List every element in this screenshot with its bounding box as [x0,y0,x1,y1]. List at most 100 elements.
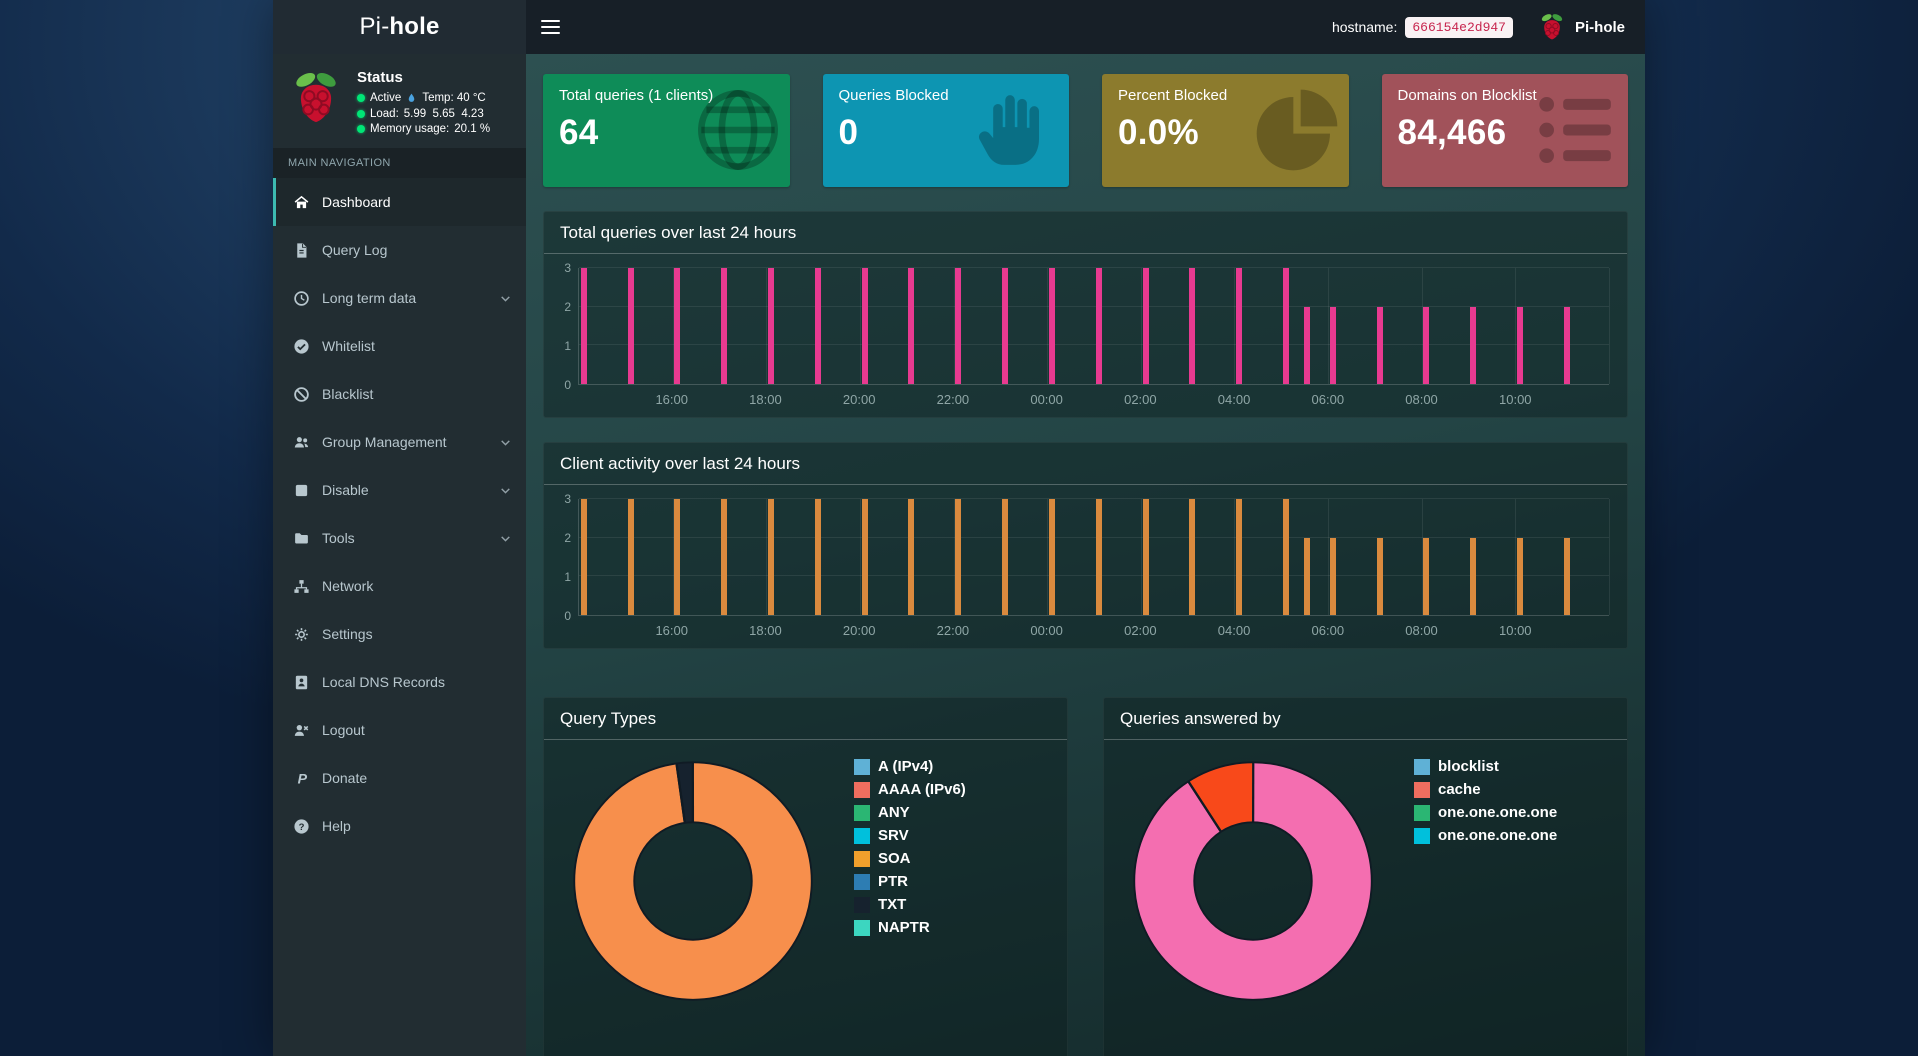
grid-line [1421,268,1423,384]
legend-item-cache[interactable]: cache [1414,781,1557,798]
legend-item-txt[interactable]: TXT [854,896,966,913]
legend-swatch [1414,827,1430,844]
nav-item-label: Whitelist [322,338,375,354]
sidebar-item-dashboard[interactable]: Dashboard [273,178,526,226]
legend-item-aaaa-ipv6[interactable]: AAAA (IPv6) [854,781,966,798]
card-title: Domains on Blocklist [1397,87,1537,104]
x-tick-label: 00:00 [1030,392,1063,407]
legend-swatch [854,758,870,775]
chart-bar [674,499,681,615]
legend-swatch [854,896,870,913]
brand-link[interactable]: Pi-hole [273,0,526,54]
paypal-icon: P [289,770,313,787]
sidebar-item-long-term-data[interactable]: Long term data [273,274,526,322]
chart-bar [1423,306,1430,384]
x-axis: 16:00 18:00 20:00 22:00 00:00 02:00 04:00 06:00… [578,616,1609,640]
chart-bar [1329,537,1336,615]
legend-item-blocklist[interactable]: blocklist [1414,758,1557,775]
legend-swatch [854,919,870,936]
x-tick-label: 20:00 [842,623,876,638]
client-activity-chart[interactable]: 0 1 2 3 16:00 18:00 20:00 22:00 00:00 02:00 04:00… [544,485,1627,648]
x-tick-label: 10:00 [1498,623,1532,638]
bottom-panels: Query Types A (IPv4) AAAA (IPv6) ANY SRV SOA… [543,673,1628,1056]
bar-plot[interactable] [578,267,1610,385]
sidebar-item-help[interactable]: ? Help [273,802,526,850]
x-tick-label: 08:00 [1405,392,1438,407]
hamburger-bar [540,31,560,35]
panel-title: Client activity over last 24 hours [544,443,1627,485]
x-tick-label: 00:00 [1030,623,1063,638]
chevron-down-icon [499,484,512,497]
grid-line [1047,499,1049,615]
legend-item-one-one-one-one[interactable]: one.one.one.one [1414,827,1557,844]
sidebar-item-whitelist[interactable]: Whitelist [273,322,526,370]
stat-card-queries-blocked: Queries Blocked 0 [822,74,1069,187]
legend-item-naptr[interactable]: NAPTR [854,919,966,936]
sidebar-item-donate[interactable]: P Donate [273,754,526,802]
nav-item-label: Local DNS Records [322,674,445,690]
nav-item-label: Settings [322,626,373,642]
y-tick-label: 1 [564,570,571,585]
status-row-load: Load: 5.99 5.65 4.23 [357,108,490,120]
clock-icon [289,290,313,307]
main-content: Total queries (1 clients) 64 Queries Block… [526,54,1645,1056]
legend-label: ANY [878,804,910,821]
legend-label: one.one.one.one [1438,804,1558,821]
total-queries-chart[interactable]: 0 1 2 3 16:00 18:00 20:00 22:00 00:00 02:00 04:00… [544,254,1627,417]
grid-line [1234,499,1236,615]
legend-item-srv[interactable]: SRV [854,827,966,844]
bar-plot[interactable] [578,498,1610,616]
legend-item-one-one-one-one[interactable]: one.one.one.one [1414,804,1557,821]
status-row-memory: Memory usage: 20.1 % [357,123,490,135]
legend-item-a-ipv4[interactable]: A (IPv4) [854,758,966,775]
y-axis: 0 1 2 3 [552,262,578,391]
sidebar-item-disable[interactable]: Disable [273,466,526,514]
check-circle-icon [289,338,313,355]
raspberry-logo [287,69,345,135]
sidebar-item-local-dns-records[interactable]: Local DNS Records [273,658,526,706]
globe-icon [694,86,782,174]
query-types-donut[interactable] [568,756,818,1006]
legend-item-any[interactable]: ANY [854,804,966,821]
sidebar-toggle-button[interactable] [526,0,574,54]
queries-answered-by-chart: blocklist cache one.one.one.one one.one.one… [1104,740,1627,1022]
card-value: 0.0% [1118,113,1199,152]
sidebar-item-network[interactable]: Network [273,562,526,610]
grid-line [672,499,674,615]
chart-bar [1304,306,1311,384]
query-types-legend: A (IPv4) AAAA (IPv6) ANY SRV SOA PTR TXT NAPTR [854,756,966,942]
pie-chart-icon [1253,86,1341,174]
queries-answered-by-donut[interactable] [1128,756,1378,1006]
sidebar-item-tools[interactable]: Tools [273,514,526,562]
chart-bar [627,499,634,615]
chart-bar [955,499,962,615]
legend-swatch [1414,758,1430,775]
pihole-app: Pi-hole hostname: 666154e2d947 Pi-hole S… [273,0,1645,1056]
x-tick-label: 04:00 [1217,623,1251,638]
pihole-logo-label: Pi-hole [1574,18,1625,36]
sidebar-item-logout[interactable]: Logout [273,706,526,754]
chart-bar [1517,537,1524,615]
grid-line [579,498,1609,499]
sidebar-item-group-management[interactable]: Group Management [273,418,526,466]
legend-swatch [854,781,870,798]
chart-bar [1142,499,1149,615]
question-circle-icon: ? [289,818,313,835]
stat-cards: Total queries (1 clients) 64 Queries Block… [543,74,1628,187]
sidebar-item-query-log[interactable]: Query Log [273,226,526,274]
chart-bar [1236,499,1243,615]
sidebar-item-settings[interactable]: Settings [273,610,526,658]
chart-bar [767,268,774,384]
stop-icon [289,482,313,499]
stat-card-total-queries-1-clients: Total queries (1 clients) 64 [543,74,790,187]
topbar-main: hostname: 666154e2d947 Pi-hole [526,0,1645,54]
legend-item-ptr[interactable]: PTR [854,873,966,890]
sidebar-item-blacklist[interactable]: Blacklist [273,370,526,418]
x-tick-label: 02:00 [1124,392,1157,407]
chart-bar [580,499,587,615]
chart-bar [767,499,774,615]
legend-item-soa[interactable]: SOA [854,850,966,867]
y-tick-label: 0 [564,378,571,392]
grid-line [579,344,1609,346]
y-tick-label: 0 [564,609,571,623]
